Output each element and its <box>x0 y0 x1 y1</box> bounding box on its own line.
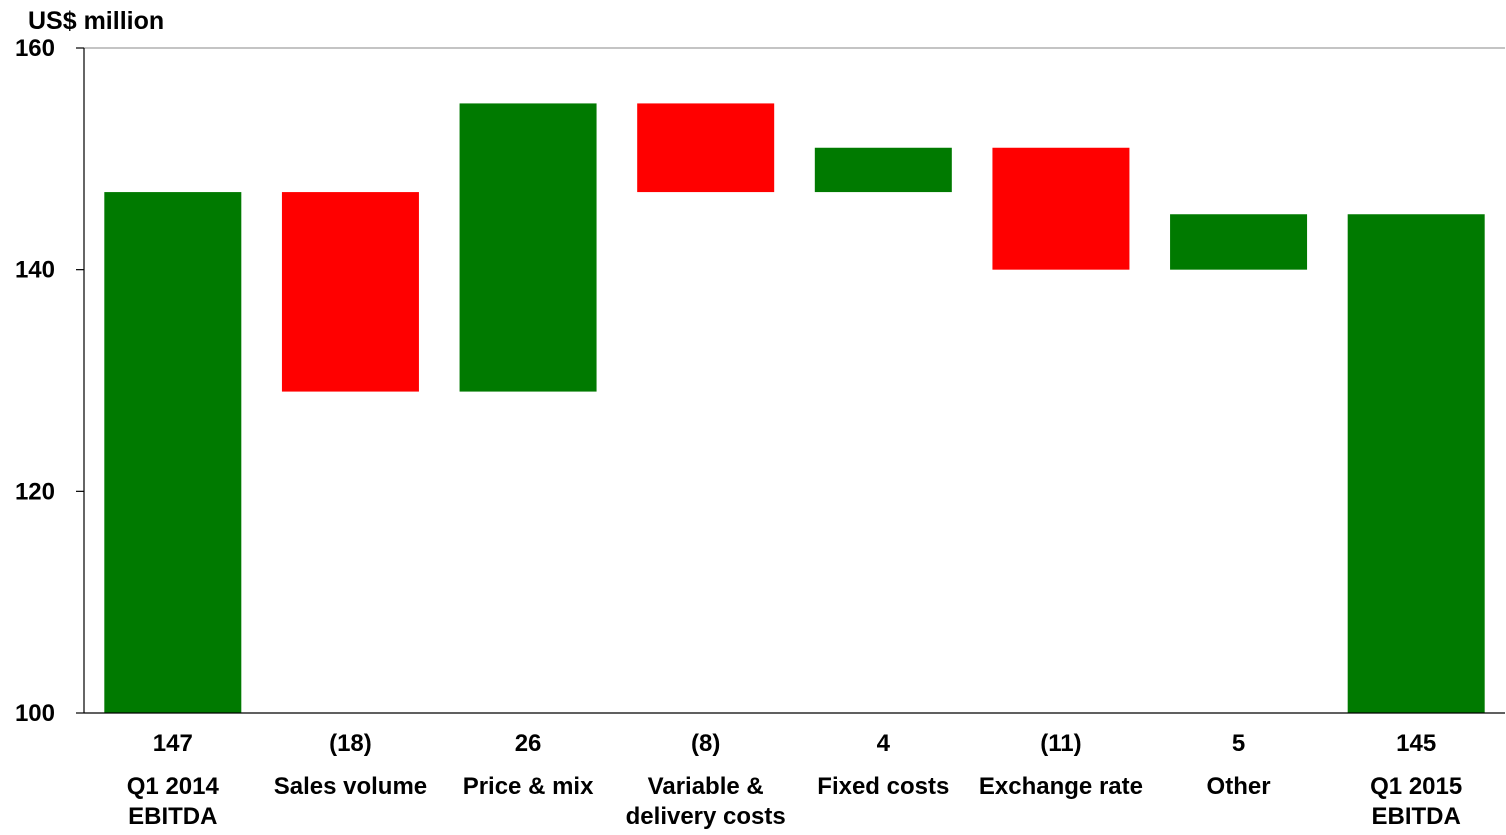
y-tick-label: 160 <box>15 35 55 62</box>
bar-total <box>1347 214 1485 713</box>
category-label: Variable & <box>648 773 764 800</box>
bar-increase <box>1170 214 1308 270</box>
y-tick-label: 140 <box>15 257 55 284</box>
category-label: EBITDA <box>1372 803 1461 830</box>
bar-decrease <box>637 103 775 193</box>
y-axis-unit-label: US$ million <box>28 7 164 35</box>
category-label: Other <box>1207 773 1271 800</box>
bar-increase <box>459 103 597 392</box>
value-label: (11) <box>1040 730 1081 757</box>
category-label: delivery costs <box>626 803 786 830</box>
value-label: 147 <box>153 730 193 757</box>
y-tick-label: 120 <box>15 478 55 505</box>
category-label: Q1 2014 <box>127 773 220 800</box>
value-label: 145 <box>1396 730 1436 757</box>
category-label: Fixed costs <box>817 773 949 800</box>
category-label: EBITDA <box>128 803 217 830</box>
category-label: Price & mix <box>463 773 594 800</box>
y-tick-label: 100 <box>15 700 55 727</box>
bar-decrease <box>281 192 419 392</box>
category-label: Q1 2015 <box>1370 773 1462 800</box>
value-labels: 147 (18) 26 (8) 4 (11) 5 145 <box>153 730 1436 757</box>
value-label: 4 <box>877 730 891 757</box>
bar-total <box>104 192 242 714</box>
value-label: (18) <box>329 730 372 757</box>
bar-decrease <box>992 147 1130 270</box>
y-axis-ticks: 100 120 140 160 <box>15 35 84 727</box>
value-label: 26 <box>515 730 542 757</box>
value-label: (8) <box>691 730 720 757</box>
axes <box>83 48 1505 714</box>
value-label: 5 <box>1232 730 1245 757</box>
category-label: Exchange rate <box>979 773 1143 800</box>
category-label: Sales volume <box>274 773 427 800</box>
bars <box>104 103 1485 714</box>
category-labels: Q1 2014 EBITDA Sales volume Price & mix Vari… <box>127 773 1462 830</box>
bar-increase <box>814 147 952 193</box>
